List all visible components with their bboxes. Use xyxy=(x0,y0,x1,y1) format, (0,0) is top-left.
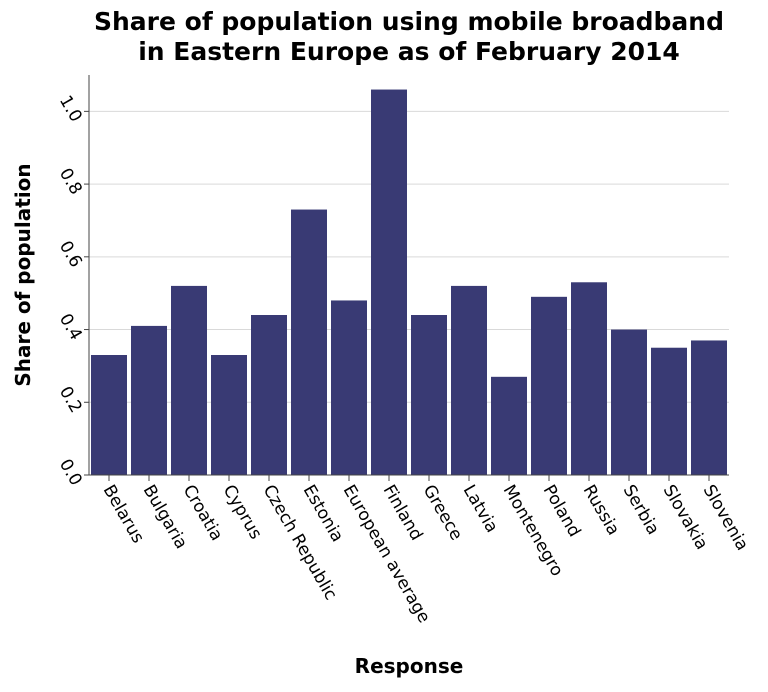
x-axis-title: Response xyxy=(355,654,464,678)
bar xyxy=(611,329,647,475)
y-tick-label: 0.8 xyxy=(55,165,86,198)
x-tick-label: Latvia xyxy=(459,482,502,537)
y-tick-label: 0.0 xyxy=(55,456,86,489)
bar xyxy=(131,325,167,475)
bar xyxy=(211,355,247,475)
bar xyxy=(571,282,607,475)
y-tick-label: 0.2 xyxy=(55,383,86,416)
bar xyxy=(371,89,407,475)
bar xyxy=(171,285,207,475)
bar xyxy=(251,315,287,475)
bar xyxy=(531,296,567,475)
y-tick-label: 1.0 xyxy=(55,92,86,125)
y-tick-label: 0.6 xyxy=(55,238,86,271)
y-axis-title: Share of population xyxy=(11,163,35,386)
bar xyxy=(411,315,447,475)
x-tick-label: Serbia xyxy=(619,482,663,539)
bar xyxy=(291,209,327,475)
bar xyxy=(691,340,727,475)
y-tick-label: 0.4 xyxy=(55,310,86,343)
bar xyxy=(651,347,687,475)
chart-title-line-2: in Eastern Europe as of February 2014 xyxy=(138,37,680,66)
chart-title-line-1: Share of population using mobile broadba… xyxy=(94,7,724,36)
bar xyxy=(451,285,487,475)
bar xyxy=(331,300,367,475)
bar xyxy=(91,355,127,475)
bars xyxy=(91,89,727,475)
bar xyxy=(491,376,527,475)
x-tick-label: Russia xyxy=(579,482,624,539)
axes xyxy=(84,75,729,481)
